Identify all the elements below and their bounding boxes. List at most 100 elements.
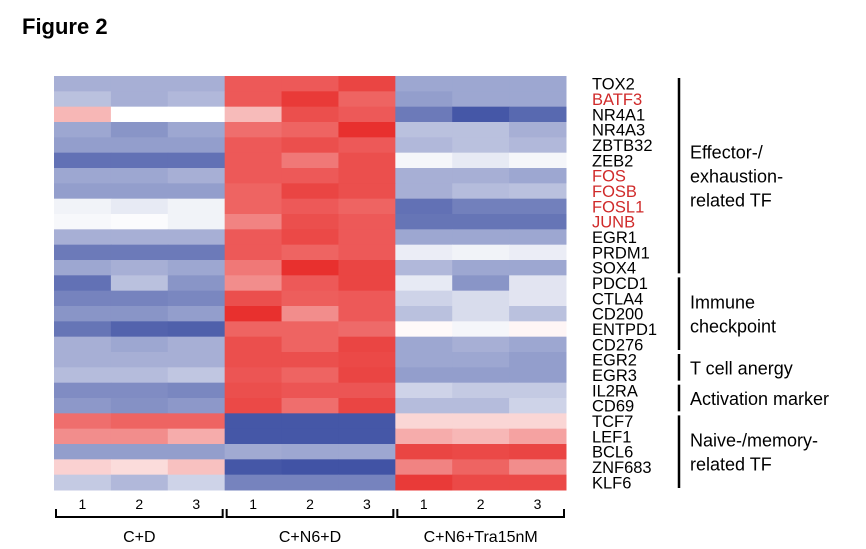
heatmap-cell	[509, 91, 567, 108]
heatmap-cell	[224, 382, 283, 399]
heatmap-cell	[281, 214, 339, 230]
heatmap-cell	[395, 398, 453, 414]
heatmap-cell	[110, 290, 169, 307]
heatmap-cell	[110, 336, 169, 353]
heatmap-cell	[224, 459, 283, 476]
heatmap-cell	[338, 168, 396, 184]
row-group-label: Naive-/memory-	[690, 431, 818, 451]
heatmap-cell	[54, 198, 112, 215]
heatmap-cell	[395, 275, 453, 292]
column-label: 3	[192, 496, 200, 512]
heatmap-cell	[281, 352, 339, 368]
heatmap-cell	[395, 428, 453, 445]
heatmap-cell	[395, 91, 453, 108]
heatmap-cell	[338, 122, 396, 138]
heatmap-cell	[281, 428, 339, 445]
heatmap-cell	[338, 413, 396, 430]
heatmap-cell	[395, 306, 453, 322]
heatmap-cell	[452, 428, 510, 445]
heatmap-cell	[281, 198, 339, 215]
row-label-lef1: LEF1	[592, 428, 631, 446]
row-label-znf683: ZNF683	[592, 459, 652, 477]
row-label-junb: JUNB	[592, 214, 635, 232]
group-label: C+N6+D	[279, 529, 341, 546]
heatmap-cell	[167, 106, 226, 123]
heatmap-cell	[509, 474, 567, 491]
column-label: 1	[79, 496, 87, 512]
heatmap-cell	[224, 106, 283, 123]
heatmap-cell	[395, 229, 453, 246]
heatmap-cell	[338, 244, 396, 261]
heatmap-cell	[224, 260, 283, 276]
heatmap-cell	[224, 198, 283, 215]
heatmap-cell	[338, 306, 396, 322]
heatmap-cell	[224, 275, 283, 292]
heatmap-cell	[54, 91, 112, 108]
heatmap-cell	[338, 352, 396, 368]
heatmap-cell	[452, 275, 510, 292]
heatmap-cell	[281, 275, 339, 292]
row-label-zeb2: ZEB2	[592, 152, 633, 170]
heatmap-cell	[110, 367, 169, 384]
heatmap-cell	[338, 275, 396, 292]
heatmap-cell	[54, 122, 112, 138]
heatmap-cell	[395, 76, 453, 92]
heatmap-cell	[452, 152, 510, 169]
heatmap-cell	[281, 183, 339, 200]
heatmap-cell	[167, 76, 226, 92]
row-label-klf6: KLF6	[592, 474, 631, 492]
heatmap-cell	[395, 444, 453, 460]
column-label: 1	[249, 496, 257, 512]
row-label-egr3: EGR3	[592, 367, 637, 385]
heatmap-cell	[167, 428, 226, 445]
heatmap-cell	[452, 336, 510, 353]
heatmap-cell	[167, 183, 226, 200]
heatmap-cell	[338, 137, 396, 154]
heatmap-cell	[281, 367, 339, 384]
heatmap-cell	[54, 474, 112, 491]
column-label: 3	[363, 496, 371, 512]
heatmap-cell	[167, 398, 226, 414]
heatmap-cell	[452, 168, 510, 184]
heatmap-cell	[338, 76, 396, 92]
row-group-label: exhaustion-	[690, 167, 783, 187]
row-group-label: related TF	[690, 191, 772, 211]
heatmap-cell	[452, 244, 510, 261]
row-label-tox2: TOX2	[592, 76, 635, 94]
heatmap-cell	[395, 137, 453, 154]
heatmap-cell	[110, 106, 169, 123]
heatmap-cell	[110, 244, 169, 261]
heatmap-cell	[110, 76, 169, 92]
heatmap-cell	[167, 229, 226, 246]
heatmap-cell	[338, 198, 396, 215]
row-label-il2ra: IL2RA	[592, 382, 638, 400]
heatmap-cell	[338, 260, 396, 276]
heatmap-cell	[54, 106, 112, 123]
heatmap-cell	[509, 122, 567, 138]
heatmap-cell	[509, 229, 567, 246]
row-label-fosb: FOSB	[592, 183, 637, 201]
heatmap-cell	[338, 398, 396, 414]
heatmap-cell	[281, 459, 339, 476]
heatmap-cell	[509, 444, 567, 460]
group-bracket	[225, 509, 395, 518]
heatmap-cell	[167, 352, 226, 368]
heatmap-cell	[167, 260, 226, 276]
heatmap-cell	[224, 352, 283, 368]
heatmap-cell	[281, 229, 339, 246]
heatmap-cell	[54, 306, 112, 322]
heatmap-cell	[281, 413, 339, 430]
heatmap-cell	[224, 321, 283, 338]
heatmap-cell	[452, 474, 510, 491]
heatmap-cell	[452, 214, 510, 230]
heatmap-cell	[509, 137, 567, 154]
heatmap-cell	[281, 444, 339, 460]
heatmap-cell	[167, 91, 226, 108]
row-group-label: checkpoint	[690, 317, 776, 337]
heatmap-cell	[167, 244, 226, 261]
heatmap-cell	[224, 367, 283, 384]
row-group-label: T cell anergy	[690, 358, 793, 378]
row-label-egr2: EGR2	[592, 352, 637, 370]
heatmap-cell	[281, 106, 339, 123]
heatmap-cell	[110, 428, 169, 445]
